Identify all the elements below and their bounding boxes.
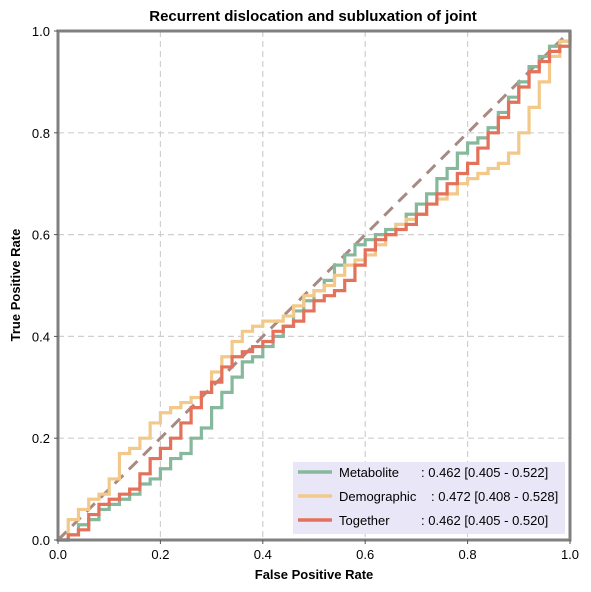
legend-box — [293, 462, 565, 534]
legend-series-name: Metabolite — [339, 465, 399, 480]
y-tick-label: 0.4 — [32, 329, 50, 344]
y-tick-label: 0.2 — [32, 431, 50, 446]
x-tick-label: 0.0 — [49, 547, 67, 562]
x-tick-label: 0.6 — [356, 547, 374, 562]
x-tick-label: 0.8 — [459, 547, 477, 562]
chart-title: Recurrent dislocation and subluxation of… — [149, 8, 477, 25]
legend-auc-text: : 0.462 [0.405 - 0.522] — [421, 465, 548, 480]
chance-line — [56, 29, 572, 542]
x-axis: 0.0 0.2 0.4 0.6 0.8 1.0 — [49, 540, 579, 562]
legend-auc-text: : 0.462 [0.405 - 0.520] — [421, 513, 548, 528]
legend-auc-text: : 0.472 [0.408 - 0.528] — [431, 489, 558, 504]
y-tick-label: 1.0 — [32, 24, 50, 39]
series-line-together — [58, 31, 572, 542]
series-lines — [58, 31, 572, 542]
x-tick-label: 1.0 — [561, 547, 579, 562]
y-axis-label: True Positive Rate — [8, 229, 23, 342]
series-line-demographic — [58, 31, 572, 542]
grid-lines — [58, 31, 570, 540]
x-axis-label: False Positive Rate — [255, 567, 374, 582]
legend: Metabolite : 0.462 [0.405 - 0.522] Demogra… — [293, 462, 565, 534]
plot-frame — [56, 29, 572, 542]
legend-series-name: Demographic — [339, 489, 417, 504]
legend-series-name: Together — [339, 513, 390, 528]
y-tick-label: 0.8 — [32, 126, 50, 141]
x-tick-label: 0.2 — [151, 547, 169, 562]
y-tick-label: 0.6 — [32, 228, 50, 243]
y-tick-label: 0.0 — [32, 533, 50, 548]
x-tick-label: 0.4 — [254, 547, 272, 562]
y-axis: 0.0 0.2 0.4 0.6 0.8 1.0 — [32, 24, 58, 548]
